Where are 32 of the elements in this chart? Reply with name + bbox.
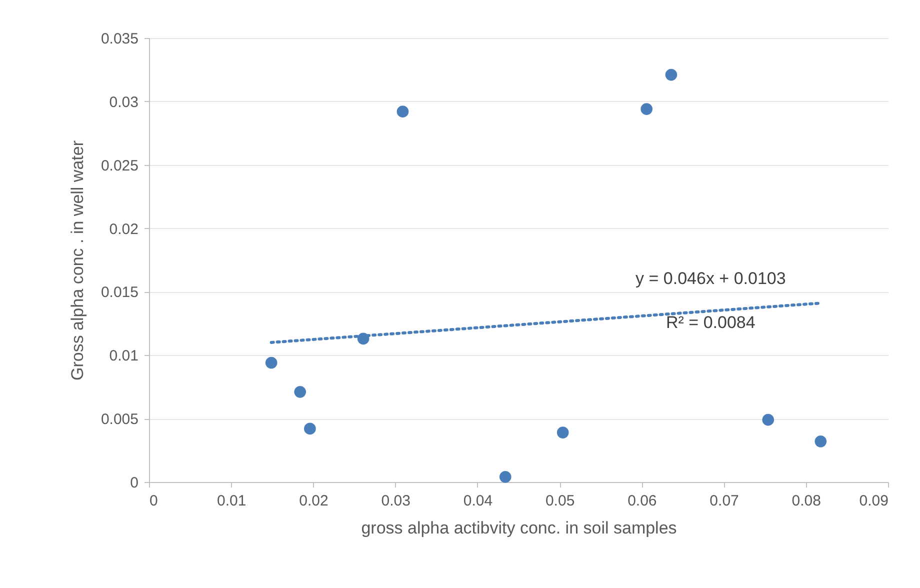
x-tick-label: 0.01 xyxy=(217,492,246,510)
x-tick-label: 0.08 xyxy=(792,492,821,510)
y-tick-label: 0.035 xyxy=(100,30,138,48)
point xyxy=(304,422,316,435)
x-tick-label: 0.07 xyxy=(710,492,739,510)
point xyxy=(814,436,827,448)
point xyxy=(499,471,512,483)
point xyxy=(396,106,409,118)
point xyxy=(265,356,278,369)
point xyxy=(556,426,569,438)
x-tick-label: 0.09 xyxy=(859,492,888,510)
y-tick-label: 0.025 xyxy=(100,157,138,174)
x-tick-label: 0 xyxy=(150,492,158,510)
annotation: R² = 0.0084 xyxy=(666,313,756,332)
x-axis-title: gross alpha actibvity conc. in soil samples xyxy=(361,518,677,538)
y-axis-title: Gross alpha conc . in well water xyxy=(68,140,87,380)
y-tick-label: 0.02 xyxy=(109,220,138,238)
annotation: y = 0.046x + 0.0103 xyxy=(636,269,786,288)
point xyxy=(294,386,306,398)
x-tick-label: 0.06 xyxy=(628,492,657,510)
point xyxy=(762,414,774,426)
y-tick-label: 0.03 xyxy=(109,94,138,111)
x-tick-label: 0.02 xyxy=(299,492,328,510)
point xyxy=(640,103,653,115)
y-tick-label: 0.015 xyxy=(100,284,138,302)
y-tick-label: 0.005 xyxy=(100,411,138,428)
point xyxy=(665,68,678,81)
y-tick-label: 0.01 xyxy=(109,348,138,365)
y-tick-label: 0 xyxy=(130,474,138,492)
x-tick-label: 0.04 xyxy=(463,492,493,510)
x-tick-label: 0.05 xyxy=(545,492,575,510)
x-tick-label: 0.03 xyxy=(381,492,410,510)
